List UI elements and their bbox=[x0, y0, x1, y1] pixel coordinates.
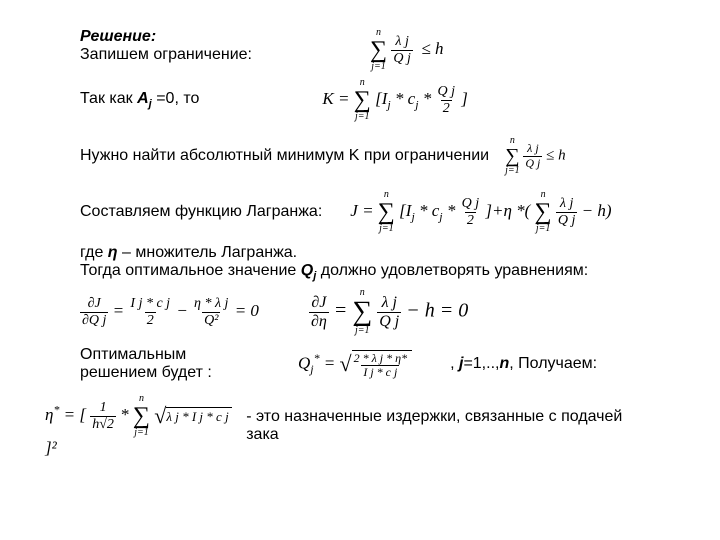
formula-dj-dq: ∂J∂Q j = I j * c j2 − η * λ jQ² = 0 bbox=[80, 296, 259, 328]
formula-q-opt: Qj* = √2 * λ j * η*I j * c j bbox=[298, 350, 412, 379]
formula-k: K = n∑j=1 [Ij * cj * Q j2 ] bbox=[322, 89, 468, 108]
line-optimal: Тогда оптимальное значение Qj должно удо… bbox=[80, 262, 640, 282]
formula-eta-opt: η* = [ 1h√2 * n∑j=1 √λ j * I j * c j ]² bbox=[45, 394, 238, 458]
line-eta-def: где η – множитель Лагранжа. bbox=[80, 244, 640, 262]
formula-lagrange: J = n∑j=1 [Ij * cj * Q j2 ]+η *( n∑j=1 λ… bbox=[350, 190, 611, 234]
formula-constraint-2: n∑j=1 λ jQ j ≤ h bbox=[505, 136, 566, 176]
line-j-range: , j=1,..,n, Получаем: bbox=[450, 355, 597, 373]
line-lagrange: Составляем функцию Лагранжа: bbox=[80, 203, 322, 221]
solution-title: Решение: bbox=[80, 28, 252, 46]
line-opt-solution: Оптимальным решением будет : bbox=[80, 346, 260, 382]
line-since: Так как Aj =0, то bbox=[80, 90, 199, 110]
line-constraint: Запишем ограничение: bbox=[80, 46, 252, 64]
formula-constraint: n∑j=1 λ jQ j ≤ h bbox=[370, 39, 443, 58]
formula-dj-deta: ∂J∂η = n∑j=1 λ jQ j − h = 0 bbox=[309, 288, 468, 336]
line-find-min: Нужно найти абсолютный минимум K при огр… bbox=[80, 147, 489, 165]
line-costs: - это назначенные издержки, связанные с … bbox=[246, 408, 640, 444]
